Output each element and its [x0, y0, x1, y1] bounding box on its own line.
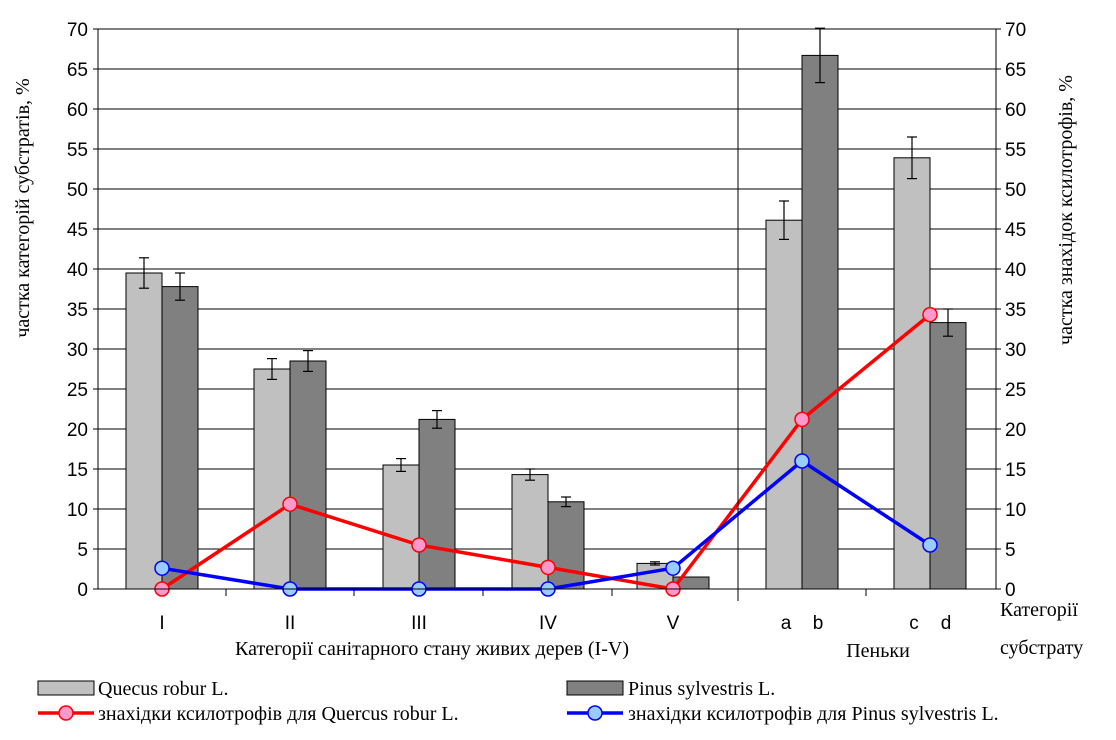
line-point-series-2: [794, 453, 810, 469]
x-axis-title-right: Пеньки: [846, 640, 910, 662]
x-tick-label: b: [813, 613, 824, 634]
legend-marker-quercus-line: [58, 705, 74, 721]
bar-series-2: [801, 54, 839, 590]
x-tick-label: c: [909, 613, 919, 634]
y-tick-label-right: 40: [1005, 260, 1026, 281]
line-point-series-2: [154, 560, 170, 576]
y-tick-label-left: 20: [67, 420, 88, 441]
x-tick-label: V: [667, 613, 680, 634]
gridlines: [98, 28, 996, 550]
legend-label-quercus-bar: Quecus robur L.: [98, 678, 229, 700]
y-tick-label-left: 30: [67, 340, 88, 361]
x-axis-corner-label-line1: Категорії: [1000, 599, 1078, 621]
y-tick-label-right: 50: [1005, 180, 1026, 201]
bar-series-2: [418, 418, 456, 590]
y-tick-label-left: 70: [67, 20, 88, 41]
legend-label-quercus-line: знахідки ксилотрофів для Quercus robur L…: [98, 703, 459, 725]
y-tick-label-left: 25: [67, 380, 88, 401]
bar-series-1: [382, 464, 420, 590]
legend-label-pinus-bar: Pinus sylvestris L.: [628, 678, 775, 700]
bar-series-1: [125, 272, 163, 590]
y-tick-label-left: 40: [67, 260, 88, 281]
x-tick-label: II: [285, 613, 296, 634]
y-tick-label-left: 45: [67, 220, 88, 241]
y-tick-label-right: 55: [1005, 140, 1026, 161]
right-axis-title: частка знахідок ксилотрофів, %: [1055, 75, 1077, 345]
x-axis-corner-label-line2: субстрату: [1000, 637, 1083, 659]
y-tick-label-left: 5: [77, 540, 88, 561]
bar-series-1: [765, 219, 803, 590]
line-point-series-1: [540, 559, 556, 576]
y-tick-label-right: 70: [1005, 20, 1026, 41]
y-tick-label-left: 60: [67, 100, 88, 121]
y-tick-label-left: 35: [67, 300, 88, 321]
line-point-series-2: [665, 560, 681, 576]
bar-series-1: [893, 157, 931, 590]
x-axis-title-left: Категорії санітарного стану живих дерев …: [235, 638, 629, 660]
bar-series-1: [253, 368, 291, 590]
y-tick-label-right: 60: [1005, 100, 1026, 121]
y-tick-label-right: 30: [1005, 340, 1026, 361]
left-axis-title: частка категорій субстратів, %: [12, 78, 34, 337]
y-tick-label-right: 20: [1005, 420, 1026, 441]
legend-marker-pinus-line: [587, 705, 603, 721]
y-tick-label-right: 5: [1005, 540, 1016, 561]
x-tick-label: IV: [539, 613, 557, 634]
x-tick-label: III: [411, 613, 427, 634]
line-point-series-2: [922, 537, 938, 553]
x-tick-label: I: [159, 613, 164, 634]
y-tick-label-right: 65: [1005, 60, 1026, 81]
legend-label-pinus-line: знахідки ксилотрофів для Pinus sylvestri…: [628, 703, 999, 725]
y-tick-label-right: 10: [1005, 500, 1026, 521]
bar-series-2: [289, 360, 327, 590]
bar-series-2: [161, 286, 199, 590]
y-tick-label-left: 55: [67, 140, 88, 161]
line-point-series-1: [794, 411, 810, 428]
y-tick-label-right: 35: [1005, 300, 1026, 321]
x-tick-label: a: [781, 613, 792, 634]
bar-series-2: [547, 501, 585, 590]
line-point-series-1: [411, 537, 427, 553]
y-tick-label-left: 0: [77, 580, 88, 601]
y-tick-label-left: 50: [67, 180, 88, 201]
y-tick-label-right: 25: [1005, 380, 1026, 401]
y-tick-label-right: 0: [1005, 580, 1016, 601]
y-tick-label-left: 65: [67, 60, 88, 81]
legend: Quecus robur L. Pinus sylvestris L. знах…: [37, 678, 999, 725]
legend-swatch-pinus-bar: [566, 680, 624, 696]
y-tick-label-left: 15: [67, 460, 88, 481]
y-tick-label-right: 15: [1005, 460, 1026, 481]
legend-swatch-quercus-bar: [37, 680, 95, 696]
line-point-series-1: [282, 496, 298, 512]
x-tick-label: d: [941, 613, 952, 634]
line-point-series-1: [922, 306, 938, 323]
y-tick-label-left: 10: [67, 500, 88, 521]
y-tick-label-right: 45: [1005, 220, 1026, 241]
